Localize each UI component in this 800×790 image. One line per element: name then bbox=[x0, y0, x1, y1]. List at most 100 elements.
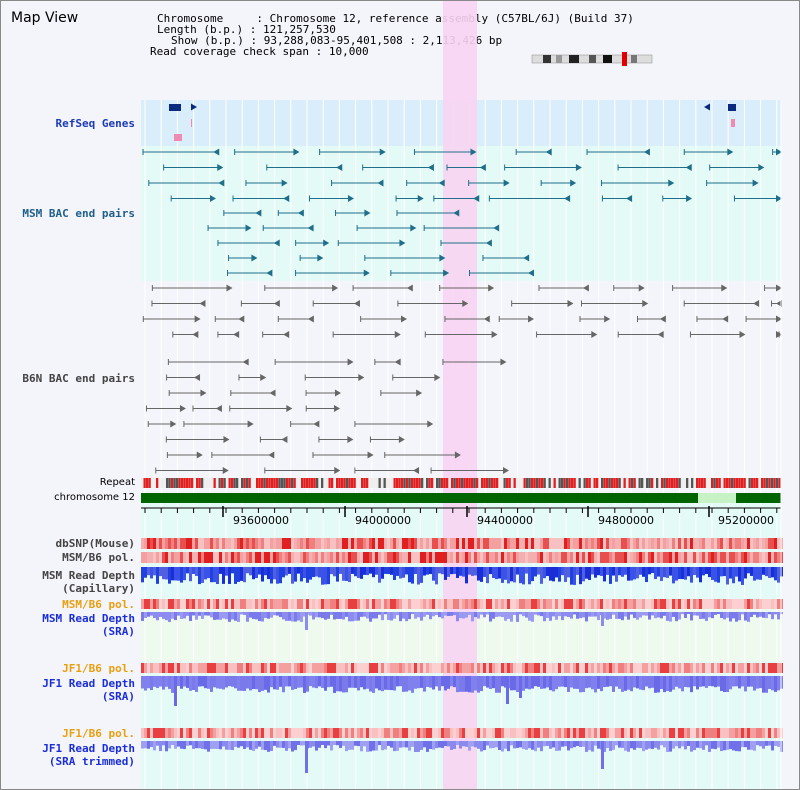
msm-capillary-depth-bar bbox=[492, 567, 495, 578]
dbsnp-cell bbox=[537, 538, 540, 549]
dbsnp-cell bbox=[552, 538, 555, 549]
jf1-trimmed-depth-bar bbox=[342, 741, 345, 746]
msm-b6-pol-sra-cell bbox=[642, 599, 645, 609]
track-label-jf1-b6-pol-trimmed[interactable]: JF1/B6 pol. bbox=[62, 727, 135, 740]
dbsnp-cell bbox=[624, 538, 627, 549]
track-label-msm-b6-pol[interactable]: MSM/B6 pol. bbox=[62, 551, 135, 564]
msm-b6-pol-cell bbox=[729, 552, 732, 563]
track-label-dbsnp[interactable]: dbSNP(Mouse) bbox=[55, 537, 135, 550]
track-label-jf1-b6-pol[interactable]: JF1/B6 pol. bbox=[62, 662, 135, 675]
msm-b6-pol-cell bbox=[702, 552, 705, 563]
jf1-sra-depth-bar bbox=[564, 676, 567, 688]
msm-capillary-depth-bar bbox=[579, 567, 582, 585]
jf1-b6-pol-trimmed-cell bbox=[750, 728, 753, 738]
track-label-msm-b6-pol-sra[interactable]: MSM/B6 pol. bbox=[62, 598, 135, 611]
msm-capillary-depth-bar bbox=[414, 567, 417, 574]
jf1-b6-pol-cell bbox=[150, 663, 153, 673]
repeat-segment bbox=[696, 478, 699, 488]
jf1-trimmed-depth-bar bbox=[558, 741, 561, 751]
track-label-msm-bac[interactable]: MSM BAC end pairs bbox=[22, 207, 135, 220]
dbsnp-cell bbox=[603, 538, 606, 549]
msm-b6-pol-cell bbox=[537, 552, 540, 563]
msm-b6-pol-sra-cell bbox=[678, 599, 681, 609]
jf1-sra-depth-bar bbox=[726, 676, 729, 692]
repeat-segment bbox=[511, 478, 514, 488]
dbsnp-cell bbox=[276, 538, 279, 549]
msm-capillary-depth-bar bbox=[519, 567, 522, 584]
msm-sra-depth-bar bbox=[291, 612, 294, 622]
msm-b6-pol-cell bbox=[363, 552, 366, 563]
repeat-segment bbox=[683, 478, 686, 488]
jf1-sra-depth-bar bbox=[297, 676, 300, 688]
jf1-trimmed-depth-bar bbox=[390, 741, 393, 748]
msm-b6-pol-cell bbox=[195, 552, 198, 563]
jf1-b6-pol-trimmed-cell bbox=[207, 728, 210, 738]
msm-b6-pol-cell bbox=[381, 552, 384, 563]
jf1-b6-pol-cell bbox=[306, 663, 309, 673]
jf1-b6-pol-trimmed-cell bbox=[477, 728, 480, 738]
jf1-sra-depth-bar bbox=[480, 676, 483, 692]
track-label-jf1-depth-sra[interactable]: JF1 Read Depth bbox=[42, 677, 135, 690]
jf1-sra-depth-bar bbox=[465, 676, 468, 692]
msm-b6-pol-cell bbox=[540, 552, 543, 563]
msm-b6-pol-cell bbox=[351, 552, 354, 563]
jf1-b6-pol-trimmed-cell bbox=[591, 728, 594, 738]
jf1-sra-depth-bar bbox=[750, 676, 753, 687]
msm-b6-pol-sra-cell bbox=[384, 599, 387, 609]
msm-capillary-depth-bar bbox=[195, 567, 198, 577]
b6n-bac-pair-arrow bbox=[179, 405, 186, 412]
b6n-bac-pair-arrow bbox=[283, 331, 290, 338]
msm-b6-pol-cell bbox=[765, 552, 768, 563]
track-label-jf1-depth-trimmed[interactable]: JF1 Read Depth bbox=[42, 742, 135, 755]
track-label-msm-depth-capillary[interactable]: MSM Read Depth bbox=[42, 569, 135, 582]
msm-b6-pol-cell bbox=[453, 552, 456, 563]
msm-capillary-depth-bar bbox=[171, 567, 174, 581]
msm-capillary-depth-bar bbox=[555, 567, 558, 578]
msm-b6-pol-cell bbox=[273, 552, 276, 563]
track-label-chromosome[interactable]: chromosome 12 bbox=[54, 492, 135, 503]
msm-capillary-depth-bar bbox=[552, 567, 555, 582]
msm-sra-depth-bar bbox=[702, 612, 705, 619]
msm-b6-pol-sra-cell bbox=[672, 599, 675, 609]
track-label-msm-depth-sra[interactable]: MSM Read Depth bbox=[42, 612, 135, 625]
msm-capillary-depth-bar bbox=[684, 567, 687, 580]
msm-b6-pol-cell bbox=[630, 552, 633, 563]
jf1-trimmed-depth-bar bbox=[645, 741, 648, 750]
msm-sra-depth-bar bbox=[594, 612, 597, 617]
jf1-b6-pol-trimmed-cell bbox=[516, 728, 519, 738]
jf1-b6-pol-trimmed-cell bbox=[777, 728, 780, 738]
repeat-segment bbox=[658, 478, 661, 488]
repeat-segment bbox=[243, 478, 246, 488]
msm-bac-pair-arrow bbox=[493, 224, 500, 232]
ideogram-band bbox=[543, 55, 551, 63]
repeat-segment bbox=[703, 478, 706, 488]
dbsnp-cell bbox=[231, 538, 234, 549]
track-label-repeat[interactable]: Repeat bbox=[99, 477, 135, 488]
jf1-b6-pol-trimmed-cell bbox=[411, 728, 414, 738]
jf1-b6-pol-cell bbox=[672, 663, 675, 673]
repeat-segment bbox=[768, 478, 771, 488]
msm-sra-depth-bar bbox=[465, 612, 468, 618]
msm-b6-pol-cell bbox=[312, 552, 315, 563]
msm-b6-pol-cell bbox=[438, 552, 441, 563]
track-label-b6n-bac[interactable]: B6N BAC end pairs bbox=[22, 372, 135, 385]
jf1-b6-pol-trimmed-cell bbox=[564, 728, 567, 738]
jf1-trimmed-depth-bar bbox=[606, 741, 609, 749]
msm-b6-pol-sra-cell bbox=[153, 599, 156, 609]
repeat-segment bbox=[648, 478, 651, 488]
msm-sra-depth-bar bbox=[303, 612, 306, 617]
msm-bac-pair-arrow bbox=[752, 179, 759, 187]
msm-b6-pol-sra-cell bbox=[705, 599, 708, 609]
jf1-sra-depth-bar bbox=[255, 676, 258, 690]
msm-sra-depth-bar bbox=[417, 612, 420, 618]
msm-b6-pol-cell bbox=[231, 552, 234, 563]
repeat-segment bbox=[178, 478, 181, 488]
jf1-sra-depth-bar bbox=[660, 676, 663, 690]
track-label-refseq[interactable]: RefSeq Genes bbox=[55, 117, 135, 130]
jf1-b6-pol-cell bbox=[438, 663, 441, 673]
msm-b6-pol-sra-cell bbox=[435, 599, 438, 609]
b6n-bac-pair-arrow bbox=[776, 284, 782, 292]
b6n-bac-pair-arrow bbox=[192, 331, 199, 338]
jf1-sra-depth-bar bbox=[600, 676, 603, 692]
jf1-trimmed-depth-bar bbox=[681, 741, 684, 747]
